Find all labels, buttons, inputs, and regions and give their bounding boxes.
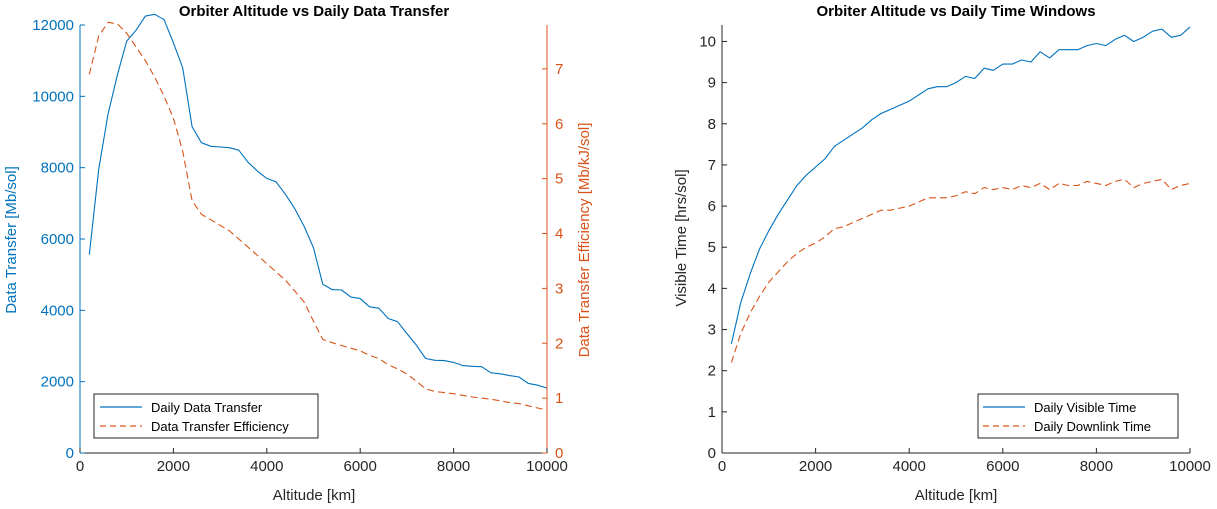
chart1-y-tick-label: 2000 xyxy=(41,374,74,391)
chart2-x-tick-label: 10000 xyxy=(1169,458,1211,475)
chart2-y-tick-label: 0 xyxy=(708,445,716,462)
chart2-legend-label-visible: Daily Visible Time xyxy=(1034,400,1136,415)
chart1-y-tick-label: 8000 xyxy=(41,160,74,177)
chart2-y-tick-label: 2 xyxy=(708,363,716,380)
chart2-y-tick-label: 8 xyxy=(708,116,716,133)
chart1-legend: Daily Data Transfer Data Transfer Effici… xyxy=(93,393,319,439)
chart1-y2-tick-label: 2 xyxy=(555,335,563,352)
chart2-y-tick-label: 3 xyxy=(708,322,716,339)
chart2-y-tick-label: 6 xyxy=(708,198,716,215)
chart1-y2-tick-label: 0 xyxy=(555,445,563,462)
chart2-y-tick-label: 7 xyxy=(708,157,716,174)
chart2-legend: Daily Visible Time Daily Downlink Time xyxy=(977,393,1179,439)
chart-time-windows: Orbiter Altitude vs Daily Time Windows 0… xyxy=(673,3,1211,504)
chart2-x-tick-label: 4000 xyxy=(893,458,926,475)
chart1-y-tick-label: 10000 xyxy=(32,88,74,105)
chart2-y-tick-label: 9 xyxy=(708,75,716,92)
chart2-series-1-line xyxy=(730,26,1191,345)
chart1-y2-tick-label: 3 xyxy=(555,280,563,297)
chart1-y-tick-label: 0 xyxy=(66,445,74,462)
chart2-x-tick-label: 0 xyxy=(718,458,726,475)
chart2-legend-label-downlink: Daily Downlink Time xyxy=(1034,419,1151,434)
chart1-title: Orbiter Altitude vs Daily Data Transfer xyxy=(179,3,450,20)
chart1-y2-tick-label: 5 xyxy=(555,171,563,188)
chart2-x-tick-label: 6000 xyxy=(986,458,1019,475)
chart1-y-tick-label: 6000 xyxy=(41,231,74,248)
chart2-title: Orbiter Altitude vs Daily Time Windows xyxy=(816,3,1095,20)
chart1-legend-box xyxy=(93,393,319,439)
chart1-y2-tick-label: 6 xyxy=(555,116,563,133)
chart1-x-tick-label: 4000 xyxy=(250,458,283,475)
chart1-y2label: Data Transfer Efficiency [Mb/kJ/sol] xyxy=(576,123,593,358)
chart1-legend-label-transfer: Daily Data Transfer xyxy=(151,400,263,415)
chart1-series-1-line xyxy=(88,13,548,389)
chart2-y-tick-label: 4 xyxy=(708,280,716,297)
chart2-xlabel: Altitude [km] xyxy=(915,487,998,504)
chart1-x-tick-label: 0 xyxy=(76,458,84,475)
chart1-legend-label-efficiency: Data Transfer Efficiency xyxy=(151,419,289,434)
chart-data-transfer: Orbiter Altitude vs Daily Data Transfer … xyxy=(3,3,593,504)
chart1-y-tick-label: 4000 xyxy=(41,302,74,319)
chart1-y2-tick-label: 7 xyxy=(555,61,563,78)
chart1-x-tick-label: 10000 xyxy=(526,458,568,475)
chart2-plot-area: 0 2000 4000 6000 8000 10000 0 1 2 3 4 5 6 7 8 9 10 xyxy=(699,25,1211,475)
chart2-legend-box xyxy=(977,393,1179,439)
chart2-y-tick-label: 5 xyxy=(708,239,716,256)
chart2-x-tick-label: 2000 xyxy=(799,458,832,475)
chart2-ylabel: Visible Time [hrs/sol] xyxy=(673,169,690,306)
chart1-ylabel: Data Transfer [Mb/sol] xyxy=(3,166,20,314)
chart1-series-2-line xyxy=(88,21,548,411)
chart2-y-tick-label: 1 xyxy=(708,404,716,421)
chart1-y-tick-label: 12000 xyxy=(32,17,74,34)
chart1-plot-area: 0 2000 4000 6000 8000 10000020004000600080001… xyxy=(32,13,568,475)
chart1-xlabel: Altitude [km] xyxy=(273,487,356,504)
chart1-x-tick-label: 8000 xyxy=(437,458,470,475)
chart2-y-tick-label: 10 xyxy=(699,33,716,50)
chart2-series-2-line xyxy=(730,178,1191,363)
chart1-y2-tick-label: 1 xyxy=(555,390,563,407)
chart2-x-tick-label: 8000 xyxy=(1080,458,1113,475)
chart1-y2-tick-label: 4 xyxy=(555,226,563,243)
chart1-x-tick-label: 2000 xyxy=(157,458,190,475)
chart1-x-tick-label: 6000 xyxy=(344,458,377,475)
